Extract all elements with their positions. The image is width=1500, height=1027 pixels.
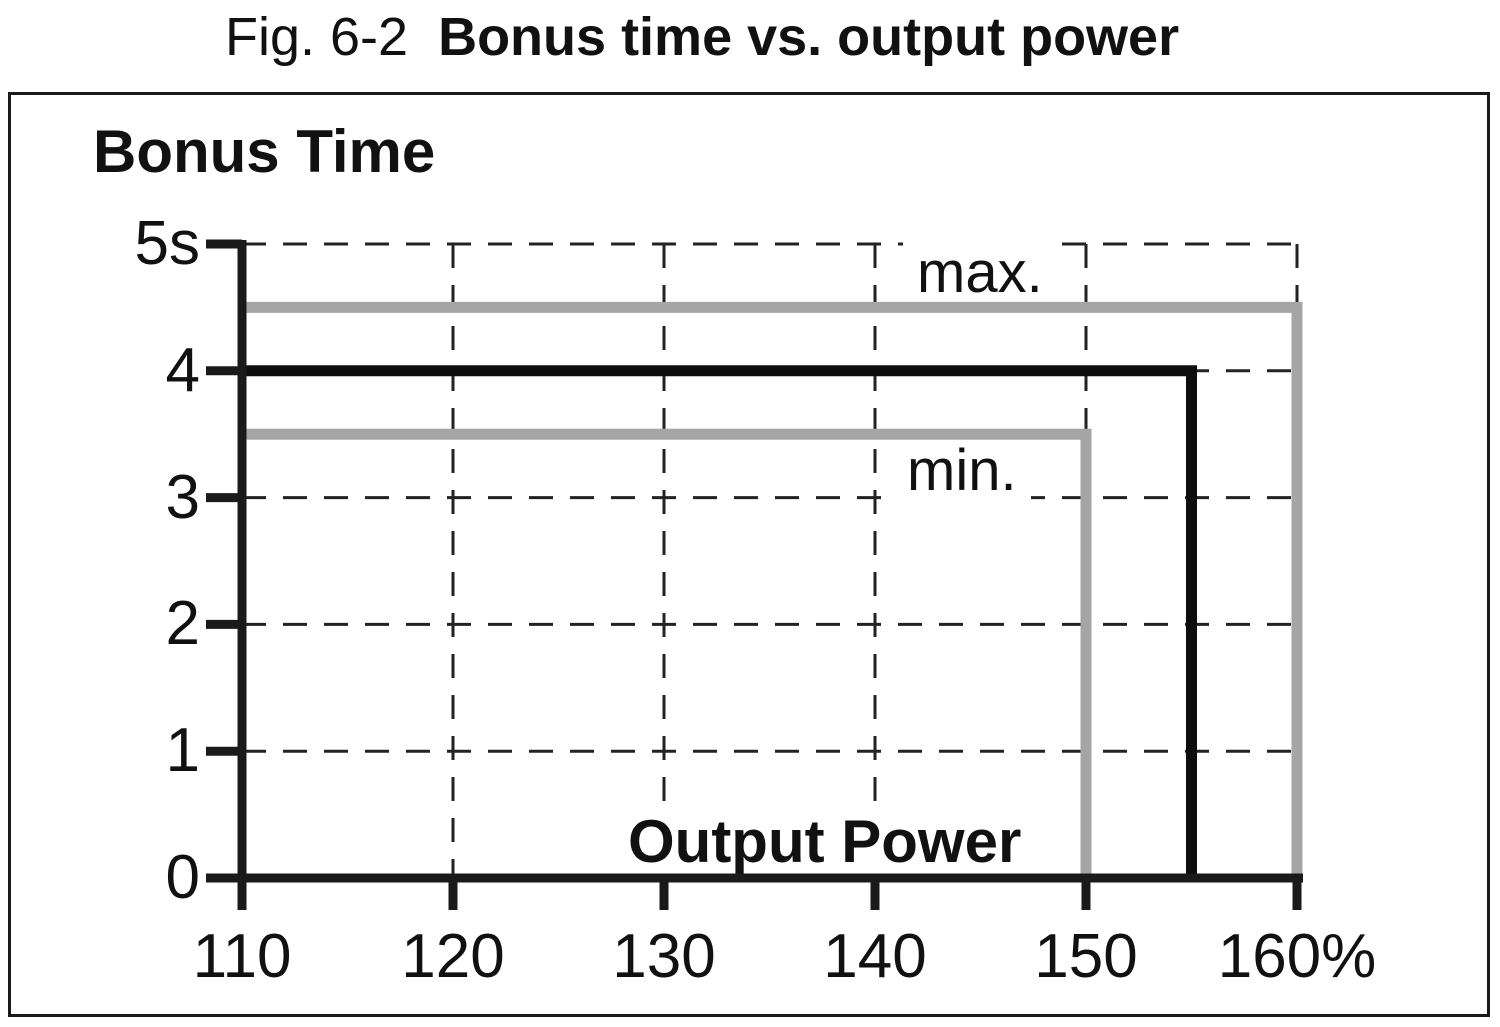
data-line-min bbox=[238, 428, 1092, 878]
figure-title-text: Bonus time vs. output power bbox=[438, 7, 1180, 67]
x-tick-label-120: 120 bbox=[401, 922, 505, 991]
series-label-max: max. bbox=[903, 240, 1057, 306]
x-axis-title: Output Power bbox=[618, 808, 1032, 876]
x-tick-label-150: 150 bbox=[1034, 922, 1138, 991]
x-tick-label-160: 160% bbox=[1217, 922, 1377, 991]
y-tick-label-3: 3 bbox=[165, 462, 200, 532]
data-line-nominal bbox=[238, 365, 1197, 878]
y-tick-label-5: 5s bbox=[134, 209, 200, 278]
data-line-max bbox=[238, 301, 1303, 878]
x-tick-label-140: 140 bbox=[823, 922, 927, 991]
y-tick-label-2: 2 bbox=[165, 589, 200, 659]
figure-number: Fig. 6-2 bbox=[225, 7, 409, 67]
figure-border bbox=[8, 92, 1490, 1017]
figure-title: Fig. 6-2 Bonus time vs. output power bbox=[225, 7, 1180, 67]
x-tick-label-110: 110 bbox=[192, 922, 292, 991]
y-tick-label-4: 4 bbox=[165, 335, 200, 405]
series-label-min: min. bbox=[893, 438, 1031, 504]
y-tick-label-1: 1 bbox=[165, 716, 200, 786]
x-tick-label-130: 130 bbox=[612, 922, 716, 991]
y-tick-label-0: 0 bbox=[165, 843, 200, 912]
y-axis-title: Bonus Time bbox=[93, 118, 436, 185]
